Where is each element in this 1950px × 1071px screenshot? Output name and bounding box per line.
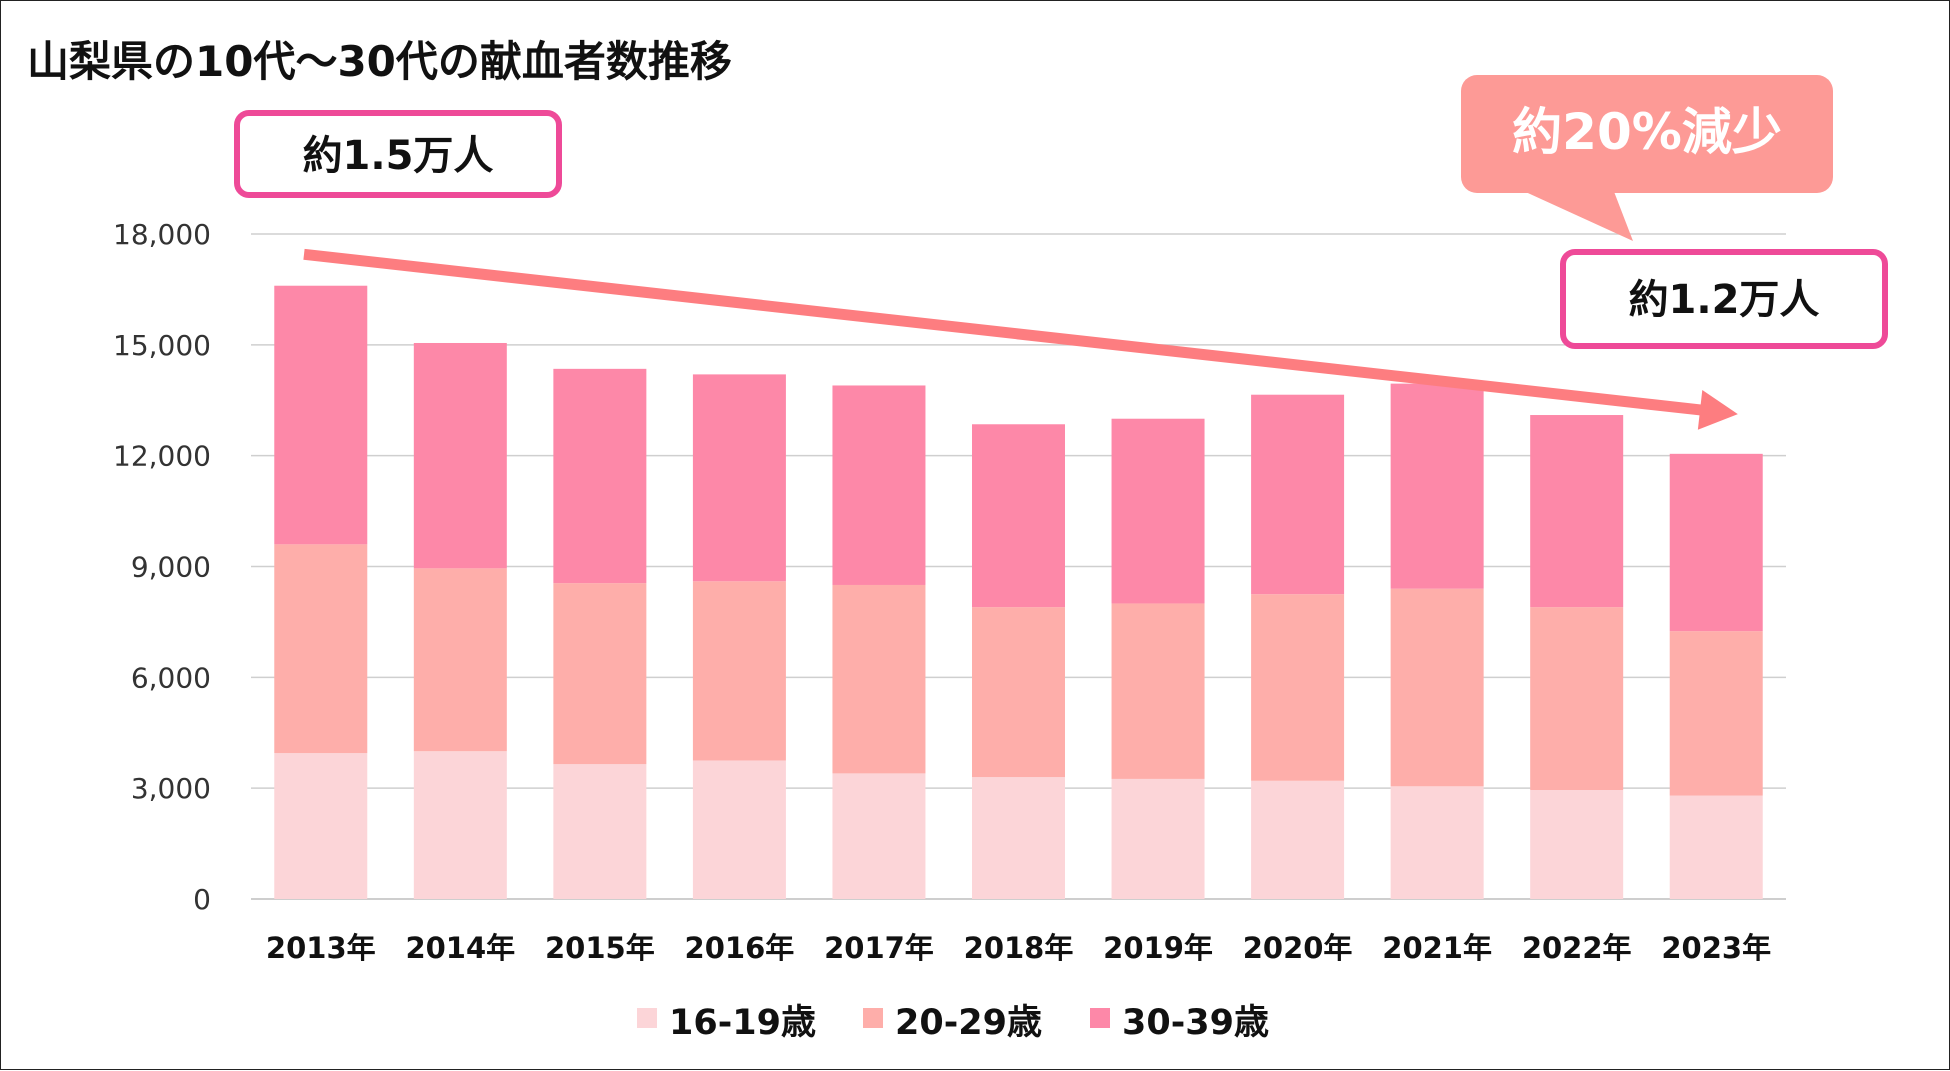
trend-arrowhead xyxy=(1697,390,1738,430)
x-tick-label: 2022年 xyxy=(1522,931,1632,965)
bar-segment xyxy=(1251,594,1345,781)
x-tick-label: 2018年 xyxy=(964,931,1074,965)
bar-segment xyxy=(1111,418,1205,604)
legend-swatch xyxy=(1090,1008,1110,1028)
x-tick-label: 2020年 xyxy=(1243,931,1353,965)
bar-segment xyxy=(1669,795,1763,899)
bar-segment xyxy=(1530,607,1624,791)
y-tick-label: 15,000 xyxy=(113,329,211,362)
legend-label: 30-39歳 xyxy=(1122,1003,1269,1043)
y-tick-label: 9,000 xyxy=(131,551,211,584)
x-tick-label: 2013年 xyxy=(266,931,376,965)
end-value-box xyxy=(1560,249,1888,349)
bars xyxy=(274,285,1763,899)
bar-segment xyxy=(972,777,1065,899)
legend-swatch xyxy=(863,1008,883,1028)
x-tick-label: 2023年 xyxy=(1661,931,1771,965)
bar-segment xyxy=(692,374,786,582)
callout-label: 約20%減少 xyxy=(1512,103,1782,161)
y-tick-label: 3,000 xyxy=(131,772,211,805)
bar-segment xyxy=(832,385,926,585)
y-axis-ticks: 0 3,000 6,000 9,000 12,000 15,000 18,000 xyxy=(113,218,211,916)
x-tick-label: 2017年 xyxy=(824,931,934,965)
bar-segment xyxy=(1390,786,1484,899)
bar-segment xyxy=(274,544,368,754)
bar-segment xyxy=(413,751,507,899)
bar-segment xyxy=(972,607,1065,778)
bar-segment xyxy=(1530,415,1624,608)
x-tick-label: 2015年 xyxy=(545,931,655,965)
bar-segment xyxy=(413,568,507,752)
x-tick-label: 2016年 xyxy=(685,931,795,965)
bar-segment xyxy=(1669,631,1763,796)
bar-segment xyxy=(274,753,368,899)
end-value-label: 約1.2万人 xyxy=(1629,277,1820,323)
legend-swatch xyxy=(637,1008,657,1028)
y-tick-label: 12,000 xyxy=(113,440,211,473)
bar-segment xyxy=(413,342,507,569)
x-axis-ticks: 2013年 2014年 2015年 2016年 2017年 2018年 2019年 2020年… xyxy=(266,931,1771,965)
bar-segment xyxy=(1390,588,1484,787)
bar-segment xyxy=(692,581,786,761)
legend-label: 16-19歳 xyxy=(669,1003,816,1043)
bar-segment xyxy=(1530,790,1624,899)
bar-segment xyxy=(1251,394,1345,595)
bar-segment xyxy=(1111,778,1205,899)
bar-segment xyxy=(832,773,926,899)
bar-segment xyxy=(1669,453,1763,632)
callout-bubble xyxy=(1461,75,1833,193)
y-tick-label: 6,000 xyxy=(131,661,211,694)
x-tick-label: 2014年 xyxy=(405,931,515,965)
bar-segment xyxy=(553,764,647,899)
y-tick-label: 18,000 xyxy=(113,218,211,251)
bar-segment xyxy=(1251,780,1345,899)
bar-segment xyxy=(692,760,786,899)
legend-label: 20-29歳 xyxy=(895,1003,1042,1043)
bar-segment xyxy=(1111,603,1205,779)
bar-segment xyxy=(972,424,1065,608)
start-value-box xyxy=(234,110,562,198)
bar-segment xyxy=(274,285,368,545)
chart-title: 山梨県の10代～30代の献血者数推移 xyxy=(27,37,732,86)
x-tick-label: 2021年 xyxy=(1382,931,1492,965)
bar-segment xyxy=(553,368,647,584)
bar-segment xyxy=(553,583,647,765)
y-tick-label: 0 xyxy=(193,883,211,916)
x-tick-label: 2019年 xyxy=(1103,931,1213,965)
callout-pointer xyxy=(1519,189,1633,241)
trend-line xyxy=(303,248,1706,416)
legend: 16-19歳 20-29歳 30-39歳 xyxy=(637,1003,1269,1043)
bar-segment xyxy=(1390,383,1484,589)
bar-segment xyxy=(832,584,926,774)
trend-arrow xyxy=(303,248,1738,430)
start-value-label: 約1.5万人 xyxy=(303,133,494,179)
